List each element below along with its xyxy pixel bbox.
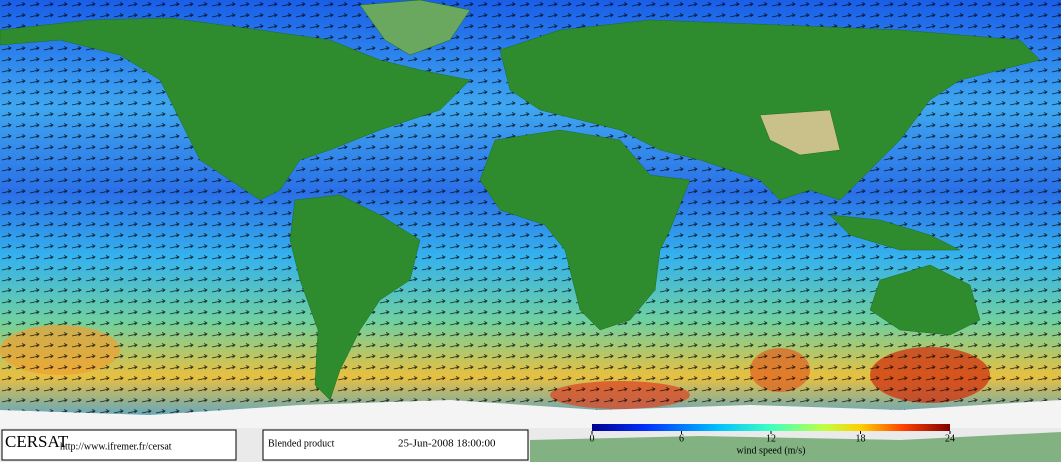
- colorbar-tick-label: 18: [856, 433, 866, 444]
- africa: [479, 129, 691, 331]
- colorbar-tick-label: 24: [945, 433, 955, 444]
- info-box: [262, 429, 529, 461]
- url: http://www.ifremer.fr/cersat: [60, 441, 172, 452]
- australia: [869, 264, 981, 336]
- colorbar-tick-label: 0: [590, 433, 595, 444]
- north-america: [0, 17, 471, 201]
- colorbar: [592, 424, 950, 431]
- eurasia: [499, 19, 1041, 201]
- footer-land: [530, 432, 1061, 462]
- antarctica: [0, 400, 1061, 428]
- indonesia: [829, 214, 961, 251]
- colorbar-tick-label: 12: [766, 433, 776, 444]
- colorbar-tick-label: 6: [679, 433, 684, 444]
- logo-box: [1, 429, 237, 461]
- land: [0, 0, 1041, 401]
- date: 25-Jun-2008 18:00:00: [398, 438, 496, 450]
- tibet: [759, 109, 841, 156]
- logo: CERSAT: [5, 432, 69, 451]
- south-america: [289, 194, 421, 401]
- colorbar-label: wind speed (m/s): [737, 445, 806, 456]
- product: Blended product: [268, 438, 335, 449]
- greenland: [359, 0, 471, 56]
